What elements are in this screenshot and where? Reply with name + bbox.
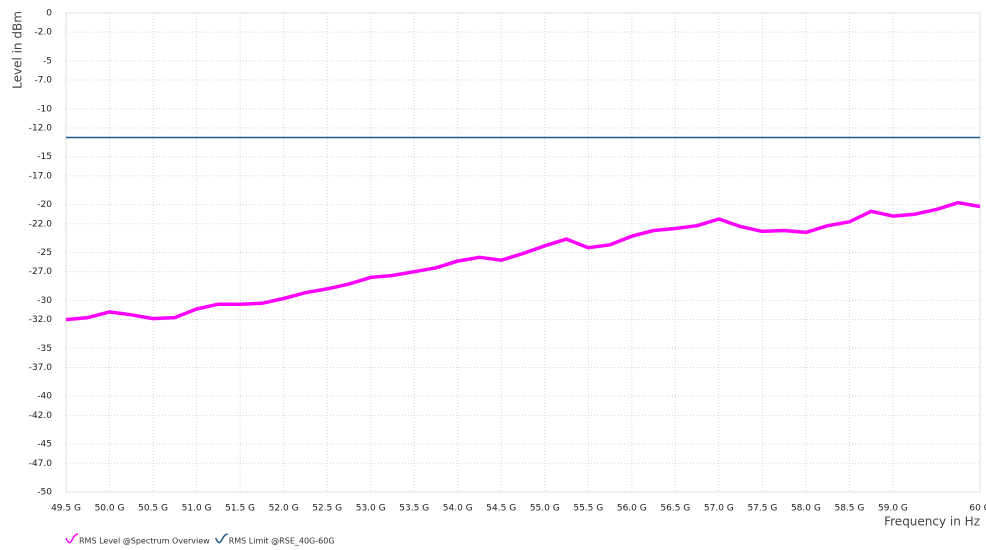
y-tick-label: -5 [43, 56, 52, 66]
y-tick-label: -2.0 [34, 28, 52, 38]
y-tick-label: -15 [37, 152, 52, 162]
x-axis-title: Frequency in Hz [884, 515, 980, 529]
series-line [65, 200, 981, 322]
legend-label: RMS Limit @RSE_40G-60G [229, 537, 335, 546]
y-tick-label: -50 [37, 488, 52, 498]
x-tick-label: 56.5 G [660, 504, 690, 514]
y-tick-label: -17.0 [29, 171, 53, 181]
x-tick-label: 52.5 G [312, 504, 342, 514]
legend-label: RMS Level @Spectrum Overview [79, 537, 210, 546]
y-axis-title: Level in dBm [11, 11, 25, 89]
y-tick-label: -22.0 [29, 219, 53, 229]
x-tick-label: 60 G [969, 504, 986, 514]
y-tick-label: -37.0 [29, 363, 53, 373]
y-tick-label: -25 [37, 248, 52, 258]
x-tick-label: 53.0 G [356, 504, 386, 514]
y-tick-label: -12.0 [29, 123, 53, 133]
x-tick-label: 52.0 G [269, 504, 299, 514]
x-tick-label: 54.0 G [443, 504, 473, 514]
x-tick-label: 51.0 G [182, 504, 212, 514]
legend-icon [215, 533, 228, 544]
y-tick-label: -7.0 [34, 76, 52, 86]
y-tick-label: -47.0 [29, 459, 53, 469]
x-tick-label: 50.5 G [138, 504, 168, 514]
y-tick-label: -30 [37, 296, 52, 306]
y-tick-label: -10 [37, 104, 52, 114]
x-tick-label: 58.0 G [791, 504, 821, 514]
x-tick-label: 51.5 G [225, 504, 255, 514]
x-tick-label: 57.0 G [704, 504, 734, 514]
x-tick-label: 54.5 G [486, 504, 516, 514]
y-tick-label: -42.0 [29, 411, 53, 421]
y-tick-label: -35 [37, 344, 52, 354]
x-tick-label: 49.5 G [51, 504, 81, 514]
legend-icon [65, 533, 79, 544]
x-tick-label: 50.0 G [95, 504, 125, 514]
y-tick-label: 0 [46, 9, 52, 19]
x-tick-label: 57.5 G [747, 504, 777, 514]
x-tick-label: 55.5 G [573, 504, 603, 514]
y-tick-label: -20 [37, 200, 52, 210]
x-tick-label: 55.0 G [530, 504, 560, 514]
y-tick-label: -40 [37, 392, 52, 402]
y-tick-label: -32.0 [29, 315, 53, 325]
y-tick-label: -45 [37, 440, 52, 450]
x-tick-label: 59.0 G [878, 504, 908, 514]
x-tick-label: 58.5 G [834, 504, 864, 514]
x-tick-label: 56.0 G [617, 504, 647, 514]
x-tick-label: 53.5 G [399, 504, 429, 514]
y-tick-label: -27.0 [29, 267, 53, 277]
